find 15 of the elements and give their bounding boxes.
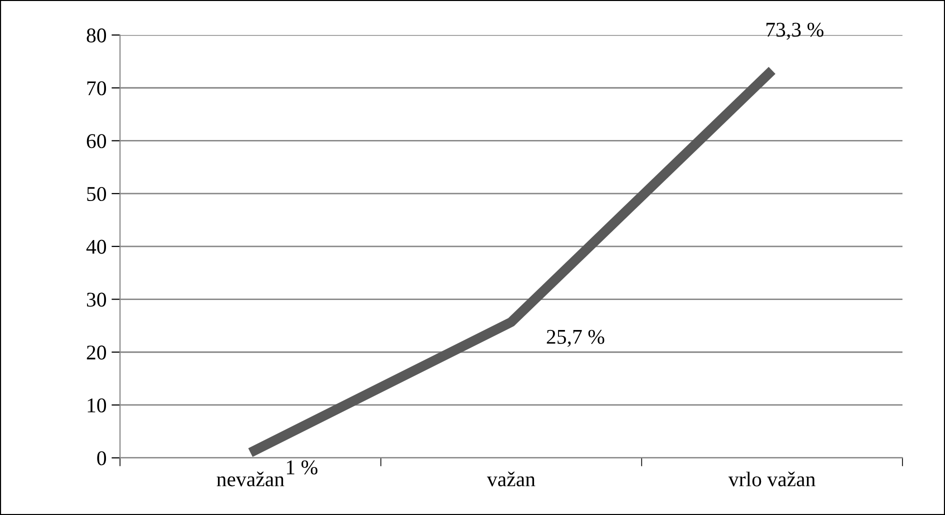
y-tick-label: 40 [86, 240, 106, 254]
y-tick-label: 70 [87, 81, 106, 96]
y-tick-label: 10 [88, 398, 106, 412]
y-tick-label: 30 [86, 292, 106, 307]
x-tick-label: nevažan [216, 472, 284, 486]
y-tick-label: 20 [86, 346, 106, 360]
y-tick-label: 0 [97, 451, 106, 466]
data-label: 25,7 % [546, 330, 604, 347]
y-tick-label: 80 [86, 28, 106, 42]
x-tick-label: vrlo važan [728, 472, 816, 486]
data-label: 73,3 % [766, 22, 824, 40]
data-label: 1 % [286, 460, 318, 474]
y-tick-label: 60 [86, 134, 106, 148]
x-tick-label: važan [486, 472, 536, 486]
y-tick-label: 50 [87, 186, 106, 202]
